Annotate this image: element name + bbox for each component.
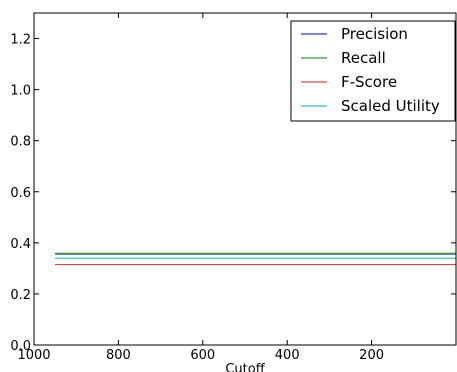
x-tick-label: 400	[275, 348, 300, 363]
x-tick-label: 600	[190, 348, 215, 363]
legend: Precision Recall F-Score Scaled Utility	[290, 20, 456, 122]
y-tick-label: 1.2	[10, 33, 31, 48]
x-tick-label: 1000	[17, 348, 50, 363]
plot-frame	[33, 12, 457, 346]
legend-label: Recall	[341, 49, 386, 67]
y-tick-label: 0.2	[10, 288, 31, 303]
axis-ticks: 0.0 0.2 0.4 0.6 0.8 1.0 1.2 1000 800 600 400 200	[10, 13, 456, 363]
series-lines	[55, 252, 456, 266]
x-tick-label: 200	[359, 348, 384, 363]
x-tick-label: 800	[106, 348, 131, 363]
y-tick-label: 0.6	[10, 186, 31, 201]
y-tick-label: 0.8	[10, 135, 31, 150]
legend-label: Scaled Utility	[341, 97, 440, 115]
y-tick-label: 1.0	[10, 84, 31, 99]
legend-box	[290, 20, 456, 122]
legend-label: F-Score	[341, 73, 397, 91]
y-tick-label: 0.4	[10, 237, 31, 252]
x-axis-title: Cutoff	[225, 362, 265, 372]
legend-label: Precision	[341, 25, 408, 43]
y-tick-label: 0.0	[10, 339, 31, 354]
